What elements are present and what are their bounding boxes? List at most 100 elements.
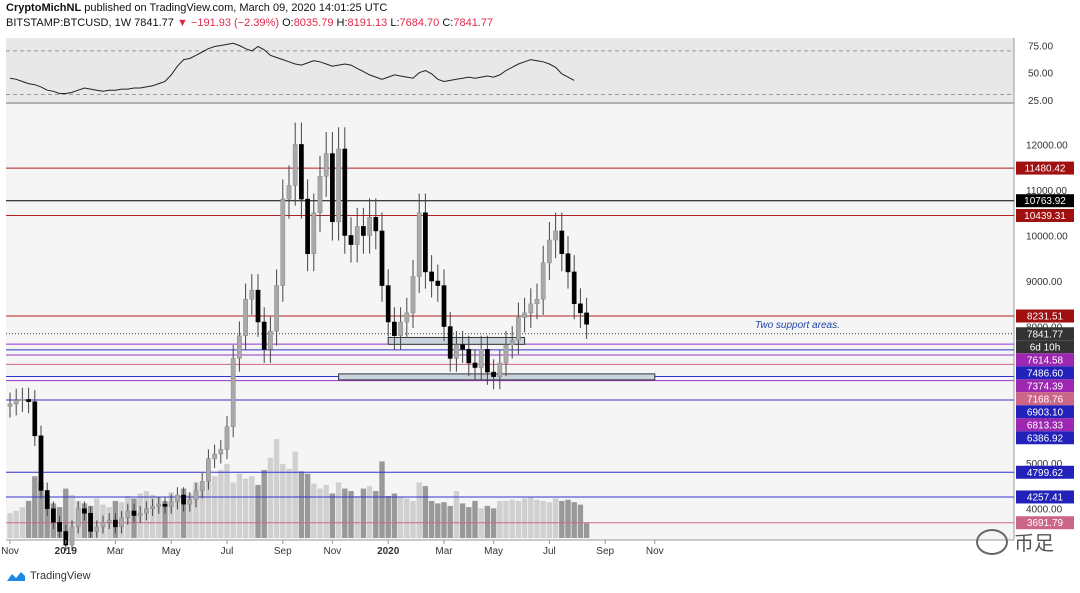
price-label: 6813.33 bbox=[1027, 420, 1064, 431]
candle-down bbox=[578, 303, 583, 314]
price-label-bg bbox=[1016, 309, 1074, 323]
candle-down bbox=[305, 198, 310, 254]
rsi-tick-label: 50.00 bbox=[1028, 69, 1053, 80]
volume-bar bbox=[335, 482, 342, 538]
candle-up bbox=[106, 519, 112, 523]
price-label-bg bbox=[1016, 161, 1074, 175]
candle-down bbox=[460, 344, 465, 350]
volume-bar bbox=[193, 482, 199, 538]
price-chart[interactable]: 75.00 50.00 25.00 12000.00 11000.00 10000.00… bbox=[0, 0, 1080, 560]
volume-bar bbox=[385, 496, 391, 538]
volume-bar bbox=[565, 499, 571, 538]
candle-up bbox=[100, 522, 106, 528]
ohlc-high-value: 8191.13 bbox=[347, 17, 388, 29]
countdown-label: 6d 10h bbox=[1030, 342, 1061, 353]
candle-up bbox=[528, 303, 534, 314]
volume-bar bbox=[317, 488, 323, 538]
candle-up bbox=[509, 339, 515, 346]
volume-bar bbox=[63, 488, 69, 538]
volume-bar bbox=[298, 471, 305, 538]
candle-up bbox=[454, 344, 459, 359]
volume-bar bbox=[354, 496, 360, 538]
volume-bar bbox=[583, 523, 590, 538]
volume-bar bbox=[187, 493, 193, 538]
price-label-bg bbox=[1016, 465, 1074, 479]
candle-up bbox=[534, 298, 540, 305]
time-tick-label: Nov bbox=[646, 546, 664, 557]
volume-bar bbox=[205, 478, 212, 538]
time-tick-label: May bbox=[484, 546, 503, 557]
price-tick-label: 4000.00 bbox=[1026, 505, 1063, 516]
candle-down bbox=[441, 285, 447, 327]
ohlc-low-value: 7684.70 bbox=[399, 17, 440, 29]
candle-down bbox=[38, 435, 44, 491]
candle-up bbox=[367, 217, 372, 236]
price-label-bg bbox=[1016, 327, 1074, 341]
volume-bar bbox=[360, 488, 367, 538]
price-label: 11480.42 bbox=[1025, 164, 1066, 175]
candle-down bbox=[361, 226, 366, 236]
candle-down bbox=[44, 490, 50, 509]
volume-bar bbox=[503, 500, 509, 538]
price-label: 7841.77 bbox=[1027, 329, 1064, 340]
volume-bar bbox=[447, 505, 453, 538]
time-tick-label: Sep bbox=[596, 546, 614, 557]
volume-bar bbox=[342, 488, 348, 538]
volume-bar bbox=[534, 499, 540, 538]
ohlc-high-label: H: bbox=[336, 17, 348, 29]
price-label: 7374.39 bbox=[1027, 381, 1064, 392]
author-name[interactable]: CryptoMichNL bbox=[6, 2, 82, 14]
candle-down bbox=[88, 512, 93, 532]
price-label-bg bbox=[1016, 392, 1074, 406]
volume-bar bbox=[515, 500, 522, 538]
candle-down bbox=[565, 253, 571, 273]
candle-down bbox=[131, 510, 137, 516]
candle-up bbox=[224, 426, 230, 450]
volume-bar bbox=[571, 502, 577, 538]
price-label: 7614.58 bbox=[1027, 355, 1064, 366]
candle-up bbox=[404, 312, 410, 323]
volume-bar bbox=[199, 486, 205, 538]
candle-up bbox=[199, 481, 205, 491]
footer: TradingView bbox=[6, 570, 91, 582]
volume-bar bbox=[329, 493, 336, 538]
volume-bar bbox=[497, 500, 503, 538]
volume-bar bbox=[38, 482, 44, 538]
volume-bar bbox=[546, 502, 553, 538]
candle-up bbox=[249, 289, 255, 300]
price-label: 6386.92 bbox=[1027, 433, 1064, 444]
price-label: 4257.41 bbox=[1027, 492, 1064, 503]
candle-up bbox=[168, 501, 174, 507]
candle-down bbox=[435, 280, 441, 286]
candle-up bbox=[156, 503, 162, 507]
price-label: 7168.76 bbox=[1027, 394, 1064, 405]
watermark: 币足 bbox=[976, 527, 1054, 556]
candle-up bbox=[237, 335, 242, 359]
volume-bar bbox=[180, 488, 187, 538]
volume-bar bbox=[149, 494, 156, 538]
volume-bar bbox=[323, 484, 329, 538]
volume-bar bbox=[255, 484, 261, 538]
support-box bbox=[338, 373, 656, 381]
candle-up bbox=[311, 212, 317, 254]
volume-bar bbox=[404, 498, 410, 538]
volume-bar bbox=[577, 504, 584, 538]
volume-bar bbox=[249, 476, 255, 538]
volume-bar bbox=[366, 486, 373, 538]
price-label: 10763.92 bbox=[1024, 196, 1066, 207]
volume-bar bbox=[168, 492, 174, 538]
candle-up bbox=[268, 330, 273, 350]
chart-header-line1: CryptoMichNL published on TradingView.co… bbox=[6, 2, 387, 14]
candle-down bbox=[299, 144, 304, 200]
candle-down bbox=[373, 217, 379, 232]
volume-bar bbox=[559, 500, 565, 538]
candle-down bbox=[348, 235, 354, 245]
candle-up bbox=[144, 508, 149, 514]
candle-up bbox=[137, 512, 143, 516]
candle-up bbox=[553, 230, 558, 241]
candle-down bbox=[330, 153, 335, 223]
tradingview-brand[interactable]: TradingView bbox=[30, 570, 91, 582]
volume-bar bbox=[267, 457, 274, 538]
volume-bar bbox=[540, 500, 546, 538]
volume-bar bbox=[69, 494, 75, 538]
